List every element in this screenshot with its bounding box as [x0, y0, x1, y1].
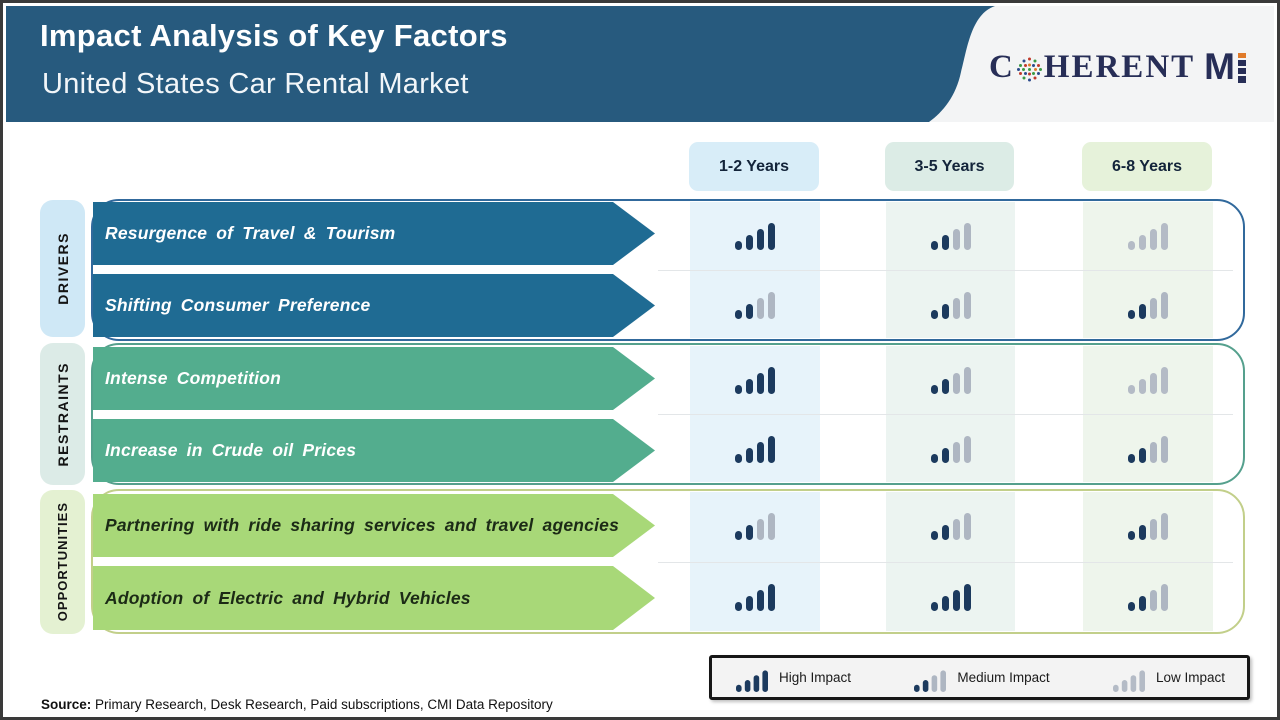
- source-text: Primary Research, Desk Research, Paid su…: [95, 697, 553, 712]
- impact-legend: High Impact Medium Impact Low Impact: [709, 655, 1250, 700]
- group-label-restraints: RESTRAINTS: [40, 343, 85, 485]
- medium-impact-icon: [914, 669, 947, 692]
- column-header-6-8-years: 6-8 Years: [1082, 142, 1212, 191]
- impact-signal-icon: [1128, 291, 1168, 319]
- source-line: Source: Primary Research, Desk Research,…: [41, 697, 553, 712]
- impact-signal-icon: [735, 583, 775, 611]
- impact-signal-icon: [931, 583, 971, 611]
- coherent-mi-logo: C: [989, 46, 1246, 88]
- high-impact-icon: [736, 669, 768, 692]
- drivers-impact-panel: [91, 199, 1245, 341]
- logo-text-oherent: HERENT: [1043, 48, 1196, 85]
- factor-arrow-resurgence-travel-tourism: Resurgence of Travel & Tourism: [93, 202, 655, 265]
- logo-text-m: M: [1204, 46, 1235, 87]
- impact-signal-icon: [735, 435, 775, 463]
- group-label-drivers: DRIVERS: [40, 200, 85, 337]
- impact-signal-icon: [931, 366, 971, 394]
- logo-striped-i-icon: [1238, 53, 1246, 83]
- header-white-curve: [929, 6, 1274, 122]
- impact-signal-icon: [735, 366, 775, 394]
- factor-arrow-ride-sharing-partnering: Partnering with ride sharing services an…: [93, 494, 655, 557]
- header-band: Impact Analysis of Key Factors United St…: [6, 6, 1274, 122]
- factor-arrow-shifting-consumer-preference: Shifting Consumer Preference: [93, 274, 655, 337]
- factor-arrow-electric-hybrid-adoption: Adoption of Electric and Hybrid Vehicles: [93, 566, 655, 630]
- logo-text-c: C: [988, 48, 1015, 85]
- dotted-globe-o-icon: [1016, 57, 1042, 81]
- impact-signal-icon: [1128, 512, 1168, 541]
- impact-signal-icon: [1128, 222, 1168, 250]
- impact-signal-icon: [1128, 435, 1168, 463]
- row-divider: [658, 561, 1233, 563]
- legend-item-high: High Impact: [732, 664, 851, 692]
- legend-item-low: Low Impact: [1109, 664, 1225, 692]
- impact-signal-icon: [735, 222, 775, 250]
- impact-signal-icon: [735, 512, 775, 541]
- factor-arrow-crude-oil-prices: Increase in Crude oil Prices: [93, 419, 655, 482]
- impact-signal-icon: [931, 435, 971, 463]
- column-header-1-2-years: 1-2 Years: [689, 142, 819, 191]
- impact-signal-icon: [735, 291, 775, 319]
- source-label: Source:: [41, 697, 92, 712]
- row-divider: [658, 414, 1233, 415]
- page-title: Impact Analysis of Key Factors: [40, 18, 508, 53]
- row-divider: [658, 270, 1233, 271]
- impact-signal-icon: [931, 222, 971, 250]
- impact-signal-icon: [1128, 366, 1168, 394]
- page-subtitle: United States Car Rental Market: [42, 68, 469, 100]
- impact-signal-icon: [931, 512, 971, 541]
- impact-signal-icon: [931, 291, 971, 319]
- column-header-3-5-years: 3-5 Years: [885, 142, 1014, 191]
- group-label-opportunities: OPPORTUNITIES: [40, 490, 85, 634]
- impact-signal-icon: [1128, 583, 1168, 611]
- legend-item-medium: Medium Impact: [910, 664, 1050, 692]
- low-impact-icon: [1112, 669, 1145, 692]
- factor-arrow-intense-competition: Intense Competition: [93, 347, 655, 410]
